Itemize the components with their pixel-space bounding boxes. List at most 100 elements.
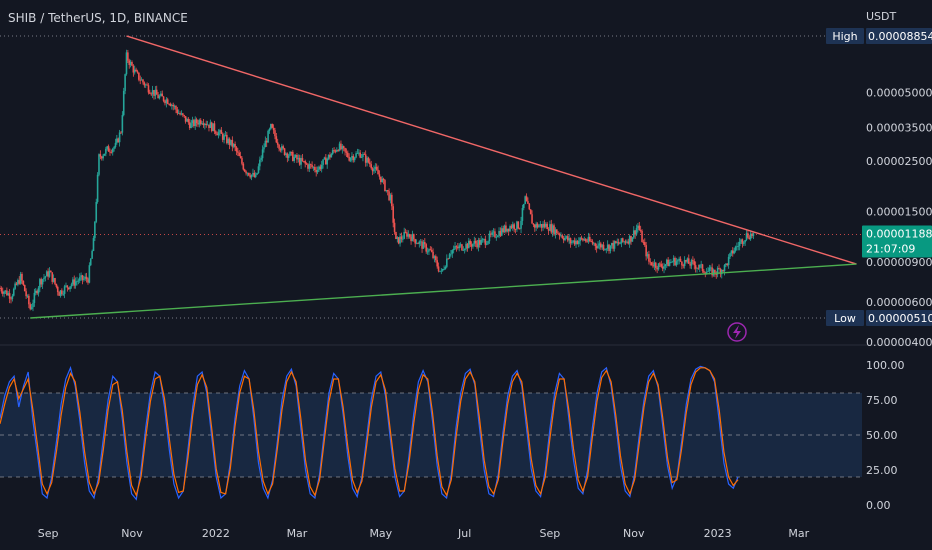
lightning-icon[interactable] (727, 322, 747, 342)
stoch-k-line (0, 365, 739, 501)
candle-body (21, 273, 23, 281)
candle-body (495, 236, 498, 238)
candle-body (700, 264, 702, 266)
candle-body (470, 244, 473, 247)
candle-body (678, 258, 680, 261)
candle-body (0, 288, 3, 292)
candle-body (263, 147, 265, 150)
candle-body (66, 285, 69, 288)
stoch-d-line (0, 367, 739, 497)
candle-body (396, 237, 399, 239)
candle-body (402, 238, 404, 240)
candle-body (198, 120, 201, 125)
candle-body (158, 95, 161, 99)
price-tick-label: 0.00002500 (866, 155, 932, 168)
candle-body (668, 262, 671, 267)
candle-body (440, 270, 443, 272)
candle-body (615, 241, 617, 244)
candle-body (674, 257, 676, 266)
candle-body (326, 158, 329, 165)
candle-body (10, 298, 12, 300)
candle-body (624, 241, 627, 243)
candle-body (40, 279, 43, 285)
candle-body (329, 154, 331, 158)
candle-body (676, 260, 679, 262)
candle-body (153, 90, 155, 96)
candle-body (546, 223, 548, 230)
candle-body (91, 250, 93, 259)
candle-body (435, 256, 437, 261)
candle-body (501, 228, 503, 236)
candle-body (627, 241, 630, 244)
candle-body (421, 241, 423, 249)
candle-body (293, 157, 296, 161)
last-price-value: 0.00001188 (866, 227, 932, 240)
candle-body (28, 295, 30, 305)
candle-body (454, 246, 456, 249)
candle-body (696, 267, 698, 269)
candle-body (426, 251, 429, 253)
candle-body (39, 279, 41, 288)
candle-body (485, 243, 488, 245)
candle-body (23, 284, 26, 292)
candle-body (366, 157, 368, 163)
candle-body (94, 221, 96, 239)
candle-body (646, 254, 649, 257)
candle-body (650, 262, 653, 266)
candle-body (687, 258, 690, 264)
candle-body (538, 225, 540, 228)
candle-body (698, 264, 701, 268)
stoch-tick-label: 100.00 (866, 359, 905, 372)
candle-body (81, 275, 84, 280)
candle-body (745, 233, 748, 241)
candle-body (96, 174, 99, 202)
time-tick-label: Nov (623, 527, 645, 540)
candle-body (747, 233, 749, 238)
candle-body (19, 273, 22, 284)
candle-body (659, 263, 661, 265)
candle-body (267, 130, 269, 143)
candle-body (740, 239, 742, 242)
candle-body (752, 233, 755, 237)
candle-body (144, 84, 147, 86)
low-label-badge (826, 310, 864, 326)
candle-body (353, 157, 356, 161)
candle-body (252, 172, 254, 175)
candle-body (241, 158, 243, 164)
candle-body (307, 164, 309, 169)
candle-body (397, 237, 400, 244)
candle-body (414, 239, 416, 244)
candle-body (70, 284, 73, 287)
candle-body (621, 238, 624, 242)
candle-body (290, 151, 293, 153)
candle-body (259, 159, 261, 167)
candle-body (432, 251, 434, 259)
candle-body (208, 124, 210, 128)
candle-body (499, 231, 502, 236)
candle-body (58, 292, 60, 296)
high-value-badge (866, 28, 932, 44)
candle-body (52, 278, 55, 282)
candle-body (441, 269, 444, 271)
candle-body (155, 89, 158, 95)
candle-body (87, 279, 89, 283)
candle-body (142, 79, 144, 83)
candle-body (110, 151, 113, 153)
candle-body (213, 123, 216, 132)
price-tick-label: 0.00000600 (866, 296, 932, 309)
candle-body (571, 241, 573, 244)
candle-body (645, 245, 647, 257)
candle-body (201, 123, 203, 125)
candle-body (569, 238, 572, 244)
candle-body (205, 123, 208, 125)
high-label: High (832, 30, 857, 43)
candle-body (722, 270, 724, 272)
candle-body (584, 239, 587, 242)
candle-body (276, 142, 279, 145)
candle-body (348, 157, 350, 161)
candle-body (188, 122, 191, 129)
candle-body (312, 167, 315, 168)
candle-body (557, 233, 559, 235)
candle-body (507, 228, 510, 232)
